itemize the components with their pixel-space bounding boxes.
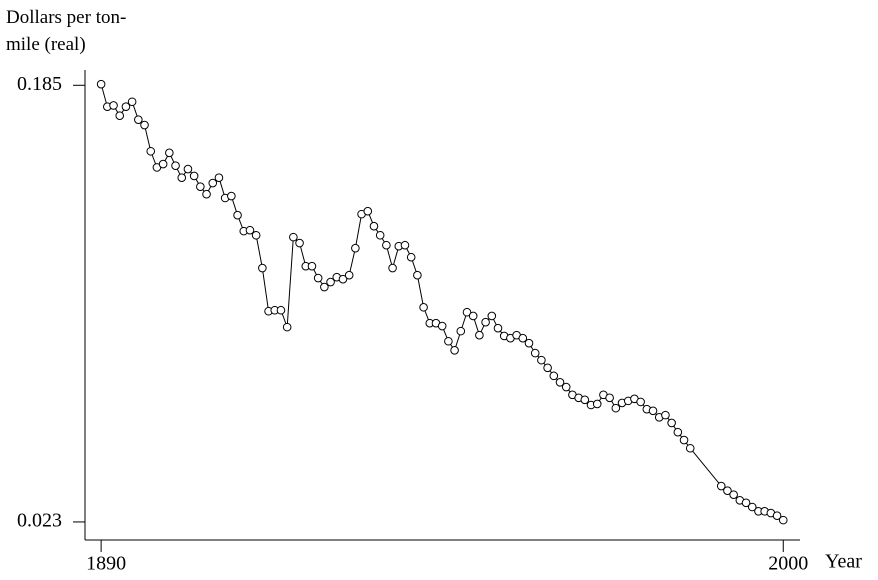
point <box>202 189 211 199</box>
point <box>326 277 335 287</box>
point <box>338 274 348 284</box>
point <box>282 322 292 332</box>
point <box>196 182 205 191</box>
point <box>475 330 484 340</box>
point <box>661 410 670 420</box>
point <box>320 282 329 292</box>
point <box>679 435 689 445</box>
point <box>419 302 428 312</box>
point <box>214 173 224 182</box>
point <box>245 225 255 235</box>
point <box>413 270 422 280</box>
point <box>729 490 738 499</box>
point <box>313 273 323 283</box>
point <box>524 338 534 348</box>
point <box>605 393 614 403</box>
point <box>518 333 528 343</box>
point <box>363 206 373 216</box>
point <box>444 336 453 346</box>
point <box>121 102 131 112</box>
point <box>468 311 478 321</box>
point <box>747 502 757 512</box>
point <box>456 326 466 336</box>
point <box>183 164 193 174</box>
point <box>165 148 174 158</box>
y-tick-label: 0.023 <box>17 510 62 532</box>
point <box>289 232 298 242</box>
point <box>549 371 559 381</box>
point <box>146 146 156 156</box>
point <box>351 243 360 253</box>
point <box>189 171 199 181</box>
point <box>648 406 658 416</box>
point <box>127 97 137 107</box>
point <box>685 443 695 453</box>
point <box>673 427 683 437</box>
point <box>493 323 503 333</box>
point <box>462 307 472 317</box>
point <box>555 378 565 387</box>
point <box>561 382 571 392</box>
point <box>295 238 304 248</box>
point <box>208 178 218 188</box>
point <box>375 230 385 240</box>
series-line <box>100 84 784 521</box>
point <box>227 191 236 201</box>
x-tick-label: 2000 <box>768 553 808 575</box>
point <box>171 161 180 171</box>
point <box>134 115 143 124</box>
point <box>481 317 490 327</box>
point <box>580 395 590 405</box>
point <box>716 481 726 491</box>
point <box>382 240 391 250</box>
point <box>251 230 261 240</box>
point <box>537 355 546 365</box>
point <box>400 240 410 250</box>
point <box>307 261 317 271</box>
point <box>344 270 354 280</box>
point <box>636 397 645 407</box>
y-tick-label: 0.185 <box>17 73 62 95</box>
point <box>115 111 125 120</box>
x-axis-label: Year <box>825 551 862 573</box>
point <box>741 498 751 508</box>
point <box>437 321 447 331</box>
point <box>258 263 267 273</box>
point <box>96 79 106 89</box>
point <box>233 210 242 220</box>
point <box>109 101 118 110</box>
point <box>611 403 621 413</box>
point <box>543 363 552 373</box>
point <box>772 511 782 520</box>
point <box>723 486 732 495</box>
point <box>778 515 788 525</box>
point <box>276 305 286 315</box>
point <box>177 173 187 182</box>
point <box>487 311 497 321</box>
point <box>369 221 379 231</box>
point <box>667 418 676 428</box>
point <box>158 159 168 169</box>
point <box>530 348 540 358</box>
x-tick-label: 1890 <box>86 553 126 575</box>
point <box>450 345 459 355</box>
point <box>140 120 149 130</box>
y-axis-label: Dollars per ton-mile (real) <box>6 7 127 55</box>
point <box>592 399 602 409</box>
point <box>406 252 416 262</box>
point <box>388 263 397 273</box>
